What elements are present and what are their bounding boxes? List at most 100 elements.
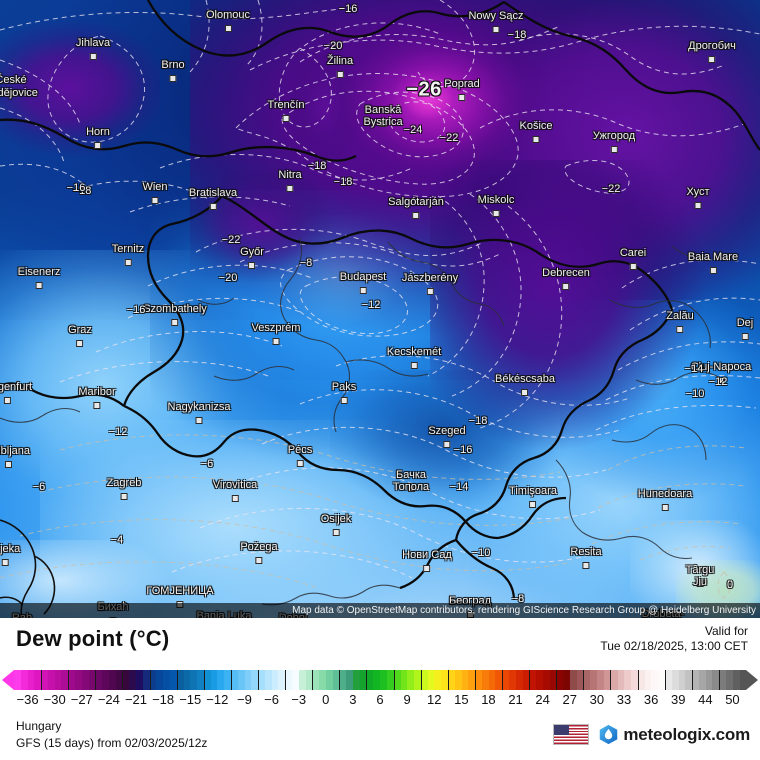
color-scale-swatch — [325, 670, 333, 690]
color-scale-swatch — [631, 670, 638, 690]
color-scale-swatch — [732, 670, 740, 690]
city-name: Jiu — [692, 576, 708, 588]
city-marker-dot — [676, 326, 684, 333]
color-scale-swatch — [712, 670, 720, 690]
color-scale-swatch — [88, 670, 96, 690]
city-marker-dot — [694, 202, 702, 209]
city-label: Győr — [240, 242, 264, 269]
color-scale-swatch — [292, 670, 299, 690]
city-marker-dot — [151, 197, 159, 204]
color-scale-swatch — [210, 670, 218, 690]
contour-value-label: −10 — [685, 388, 705, 400]
color-scale-swatch — [502, 670, 510, 690]
city-marker-dot — [4, 461, 12, 468]
color-scale-swatch — [549, 670, 557, 690]
color-scale-tick-label: −24 — [97, 692, 120, 707]
color-scale-swatch — [726, 670, 733, 690]
city-label: Топола — [393, 477, 429, 495]
color-scale-swatch — [237, 670, 245, 690]
city-label: Eisenerz — [18, 262, 60, 289]
color-scale-swatch — [536, 670, 543, 690]
contour-value-label: −24 — [403, 124, 423, 136]
color-scale-tick-label: −18 — [152, 692, 175, 707]
city-marker-dot — [529, 501, 537, 508]
color-scale-swatch — [671, 670, 679, 690]
color-scale-swatch — [81, 670, 89, 690]
city-label: Salgótarján — [388, 192, 444, 219]
color-scale-swatch — [386, 670, 394, 690]
city-name: Топола — [392, 481, 430, 493]
color-scale-tick-label: 6 — [376, 692, 384, 707]
brand-block[interactable]: meteologix.com — [553, 724, 750, 745]
meteologix-logo[interactable]: meteologix.com — [598, 724, 750, 745]
color-scale-swatch — [75, 670, 82, 690]
city-marker-dot — [562, 283, 570, 290]
color-scale-swatch — [448, 670, 455, 690]
color-scale-swatch — [617, 670, 625, 690]
color-scale-left-cap — [2, 670, 14, 690]
color-scale-tick-label: 36 — [643, 692, 659, 707]
city-label: Budapest — [340, 267, 386, 294]
map-canvas[interactable]: Jihlava Olomouc Brno ČeskéBudějovice Horn Wie… — [0, 0, 760, 618]
contour-value-label: −4 — [110, 534, 124, 546]
city-name: Baia Mare — [687, 251, 739, 263]
color-scale-swatch — [54, 670, 62, 690]
contour-value-label: −16 — [453, 444, 473, 456]
color-scale-swatch — [624, 670, 632, 690]
valid-for-value: Tue 02/18/2025, 13:00 CET — [600, 639, 748, 653]
color-scale-tick-label: −21 — [124, 692, 148, 707]
city-name: Carei — [619, 247, 647, 259]
city-name: Бачка — [396, 469, 426, 481]
city-label: Trenčín — [268, 95, 304, 122]
color-scale[interactable] — [0, 666, 760, 692]
color-scale-swatch — [441, 670, 448, 690]
city-label: Jászberény — [402, 268, 458, 295]
city-label: Žilina — [327, 51, 353, 78]
city-name: Zalău — [666, 310, 694, 322]
city-label: Resita — [570, 542, 602, 569]
city-name: Pécs — [287, 444, 313, 456]
city-marker-dot — [332, 529, 340, 536]
city-label: Zalău — [666, 306, 694, 333]
contour-value-label: −6 — [200, 458, 214, 470]
color-scale-swatch — [576, 670, 584, 690]
city-label: České — [0, 70, 27, 97]
color-scale-tick-label: −3 — [291, 692, 307, 707]
color-scale-swatch — [34, 670, 42, 690]
color-scale-swatch — [115, 670, 123, 690]
city-label: Rijeka — [0, 539, 20, 566]
color-scale-tick-label: 3 — [349, 692, 357, 707]
city-label: Ljubljana — [0, 441, 30, 468]
city-name: Békéscsaba — [495, 373, 555, 385]
color-scale-swatch — [475, 670, 482, 690]
city-marker-dot — [286, 185, 294, 192]
city-label: Хуст — [686, 182, 710, 209]
color-scale-bar[interactable] — [14, 670, 747, 690]
color-scale-swatch — [346, 670, 354, 690]
city-marker-dot — [76, 340, 84, 347]
color-scale-swatch — [163, 670, 170, 690]
color-scale-tick-label: −27 — [70, 692, 93, 707]
dewpoint-field-purple-bohemia — [0, 18, 160, 158]
legend-title: Dew point (°C) — [16, 626, 170, 651]
city-marker-dot — [224, 25, 232, 32]
color-scale-swatch — [156, 670, 164, 690]
valid-for-block: Valid for Tue 02/18/2025, 13:00 CET — [600, 624, 748, 654]
city-name: Budějovice — [0, 87, 38, 99]
city-marker-dot — [379, 120, 387, 127]
color-scale-swatch — [129, 670, 137, 690]
city-name: Horn — [86, 126, 110, 138]
color-scale-swatch — [481, 670, 489, 690]
color-scale-swatch — [705, 670, 713, 690]
city-marker-dot — [255, 557, 263, 564]
color-scale-swatch — [142, 670, 150, 690]
contour-value-label: −22 — [439, 132, 459, 144]
us-flag-icon[interactable] — [553, 724, 590, 745]
city-name: Târgu — [685, 564, 715, 576]
city-marker-dot — [171, 319, 179, 326]
city-name: Timişoara — [509, 485, 557, 497]
color-scale-swatch — [637, 670, 645, 690]
color-scale-swatch — [278, 670, 286, 690]
city-name: Žilina — [326, 55, 354, 67]
